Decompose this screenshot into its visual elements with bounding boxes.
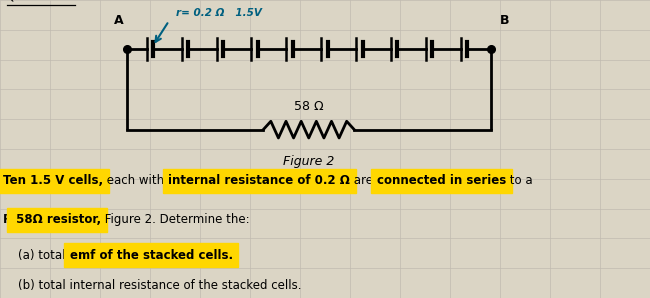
Text: 58 Ω: 58 Ω	[294, 100, 324, 113]
Text: A: A	[114, 14, 124, 27]
Text: to a: to a	[506, 174, 533, 187]
Text: B: B	[500, 14, 510, 27]
Text: Figure 2: Figure 2	[283, 155, 335, 168]
Text: each with: each with	[103, 174, 168, 187]
Text: R: R	[3, 213, 12, 226]
Text: connected in series: connected in series	[377, 174, 506, 187]
Text: internal resistance of 0.2 Ω: internal resistance of 0.2 Ω	[168, 174, 350, 187]
Text: Figure 2. Determine the:: Figure 2. Determine the:	[101, 213, 250, 226]
Text: 58Ω resistor,: 58Ω resistor,	[12, 213, 101, 226]
Text: (b) total internal resistance of the stacked cells.: (b) total internal resistance of the sta…	[3, 279, 302, 292]
Text: emf of the stacked cells.: emf of the stacked cells.	[70, 249, 233, 262]
Text: r= 0.2 Ω   1.5V: r= 0.2 Ω 1.5V	[176, 8, 261, 18]
Text: Question 2: Question 2	[6, 0, 82, 3]
Text: are: are	[350, 174, 377, 187]
Text: Ten 1.5 V cells,: Ten 1.5 V cells,	[3, 174, 103, 187]
Text: (a) total: (a) total	[3, 249, 70, 262]
